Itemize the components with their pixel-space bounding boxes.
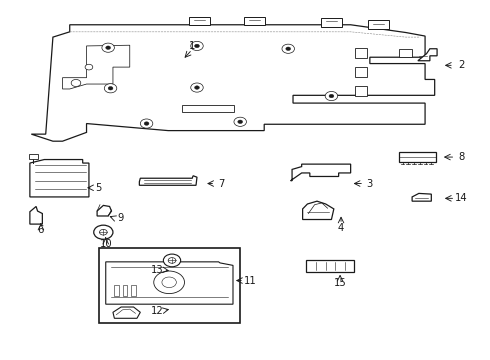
Text: 15: 15: [334, 278, 346, 288]
Bar: [189, 17, 210, 26]
Circle shape: [191, 83, 203, 92]
Polygon shape: [31, 25, 435, 141]
Text: 1: 1: [189, 41, 196, 51]
Polygon shape: [63, 45, 130, 89]
Circle shape: [168, 258, 176, 263]
Bar: [368, 20, 389, 29]
Circle shape: [163, 254, 181, 267]
Polygon shape: [113, 307, 140, 318]
Polygon shape: [306, 260, 354, 272]
Circle shape: [191, 41, 203, 50]
Bar: [182, 104, 234, 112]
Text: 13: 13: [151, 265, 164, 275]
Text: 5: 5: [96, 183, 102, 193]
Circle shape: [286, 47, 291, 50]
Text: 14: 14: [455, 193, 467, 203]
Circle shape: [144, 122, 149, 125]
Text: 9: 9: [117, 213, 123, 223]
Text: 3: 3: [367, 179, 373, 189]
Polygon shape: [30, 159, 89, 197]
Circle shape: [71, 80, 81, 86]
Circle shape: [162, 277, 176, 288]
Bar: [355, 86, 368, 96]
Bar: [131, 285, 136, 296]
Text: 8: 8: [458, 152, 464, 162]
Circle shape: [238, 120, 243, 123]
Polygon shape: [30, 207, 42, 224]
Polygon shape: [303, 201, 334, 220]
Polygon shape: [418, 49, 437, 61]
Text: 4: 4: [338, 222, 344, 233]
Text: 6: 6: [38, 225, 44, 235]
Circle shape: [154, 271, 185, 294]
Circle shape: [108, 86, 113, 90]
Text: 2: 2: [458, 60, 465, 70]
Circle shape: [106, 46, 111, 49]
Text: 10: 10: [99, 239, 112, 249]
Circle shape: [104, 84, 117, 93]
Text: 7: 7: [218, 179, 224, 189]
Bar: [355, 48, 368, 58]
Circle shape: [234, 117, 246, 126]
Polygon shape: [97, 206, 112, 216]
Circle shape: [282, 44, 294, 53]
Polygon shape: [399, 153, 436, 162]
Bar: [114, 285, 119, 296]
Circle shape: [94, 225, 113, 239]
Circle shape: [329, 94, 334, 98]
Circle shape: [325, 91, 338, 101]
Bar: [29, 154, 38, 159]
Circle shape: [99, 229, 107, 235]
Circle shape: [195, 86, 199, 89]
Text: 11: 11: [244, 275, 256, 285]
Bar: [355, 67, 368, 77]
Text: 12: 12: [151, 306, 164, 315]
Bar: [321, 18, 342, 27]
Circle shape: [102, 43, 114, 52]
Bar: [122, 285, 127, 296]
Polygon shape: [106, 262, 233, 304]
Circle shape: [140, 119, 153, 128]
Circle shape: [195, 44, 199, 48]
Polygon shape: [412, 193, 431, 201]
Circle shape: [85, 64, 93, 70]
Bar: [98, 248, 240, 323]
Polygon shape: [291, 164, 351, 181]
Polygon shape: [139, 176, 197, 185]
Bar: [399, 49, 412, 57]
Bar: [244, 17, 265, 26]
